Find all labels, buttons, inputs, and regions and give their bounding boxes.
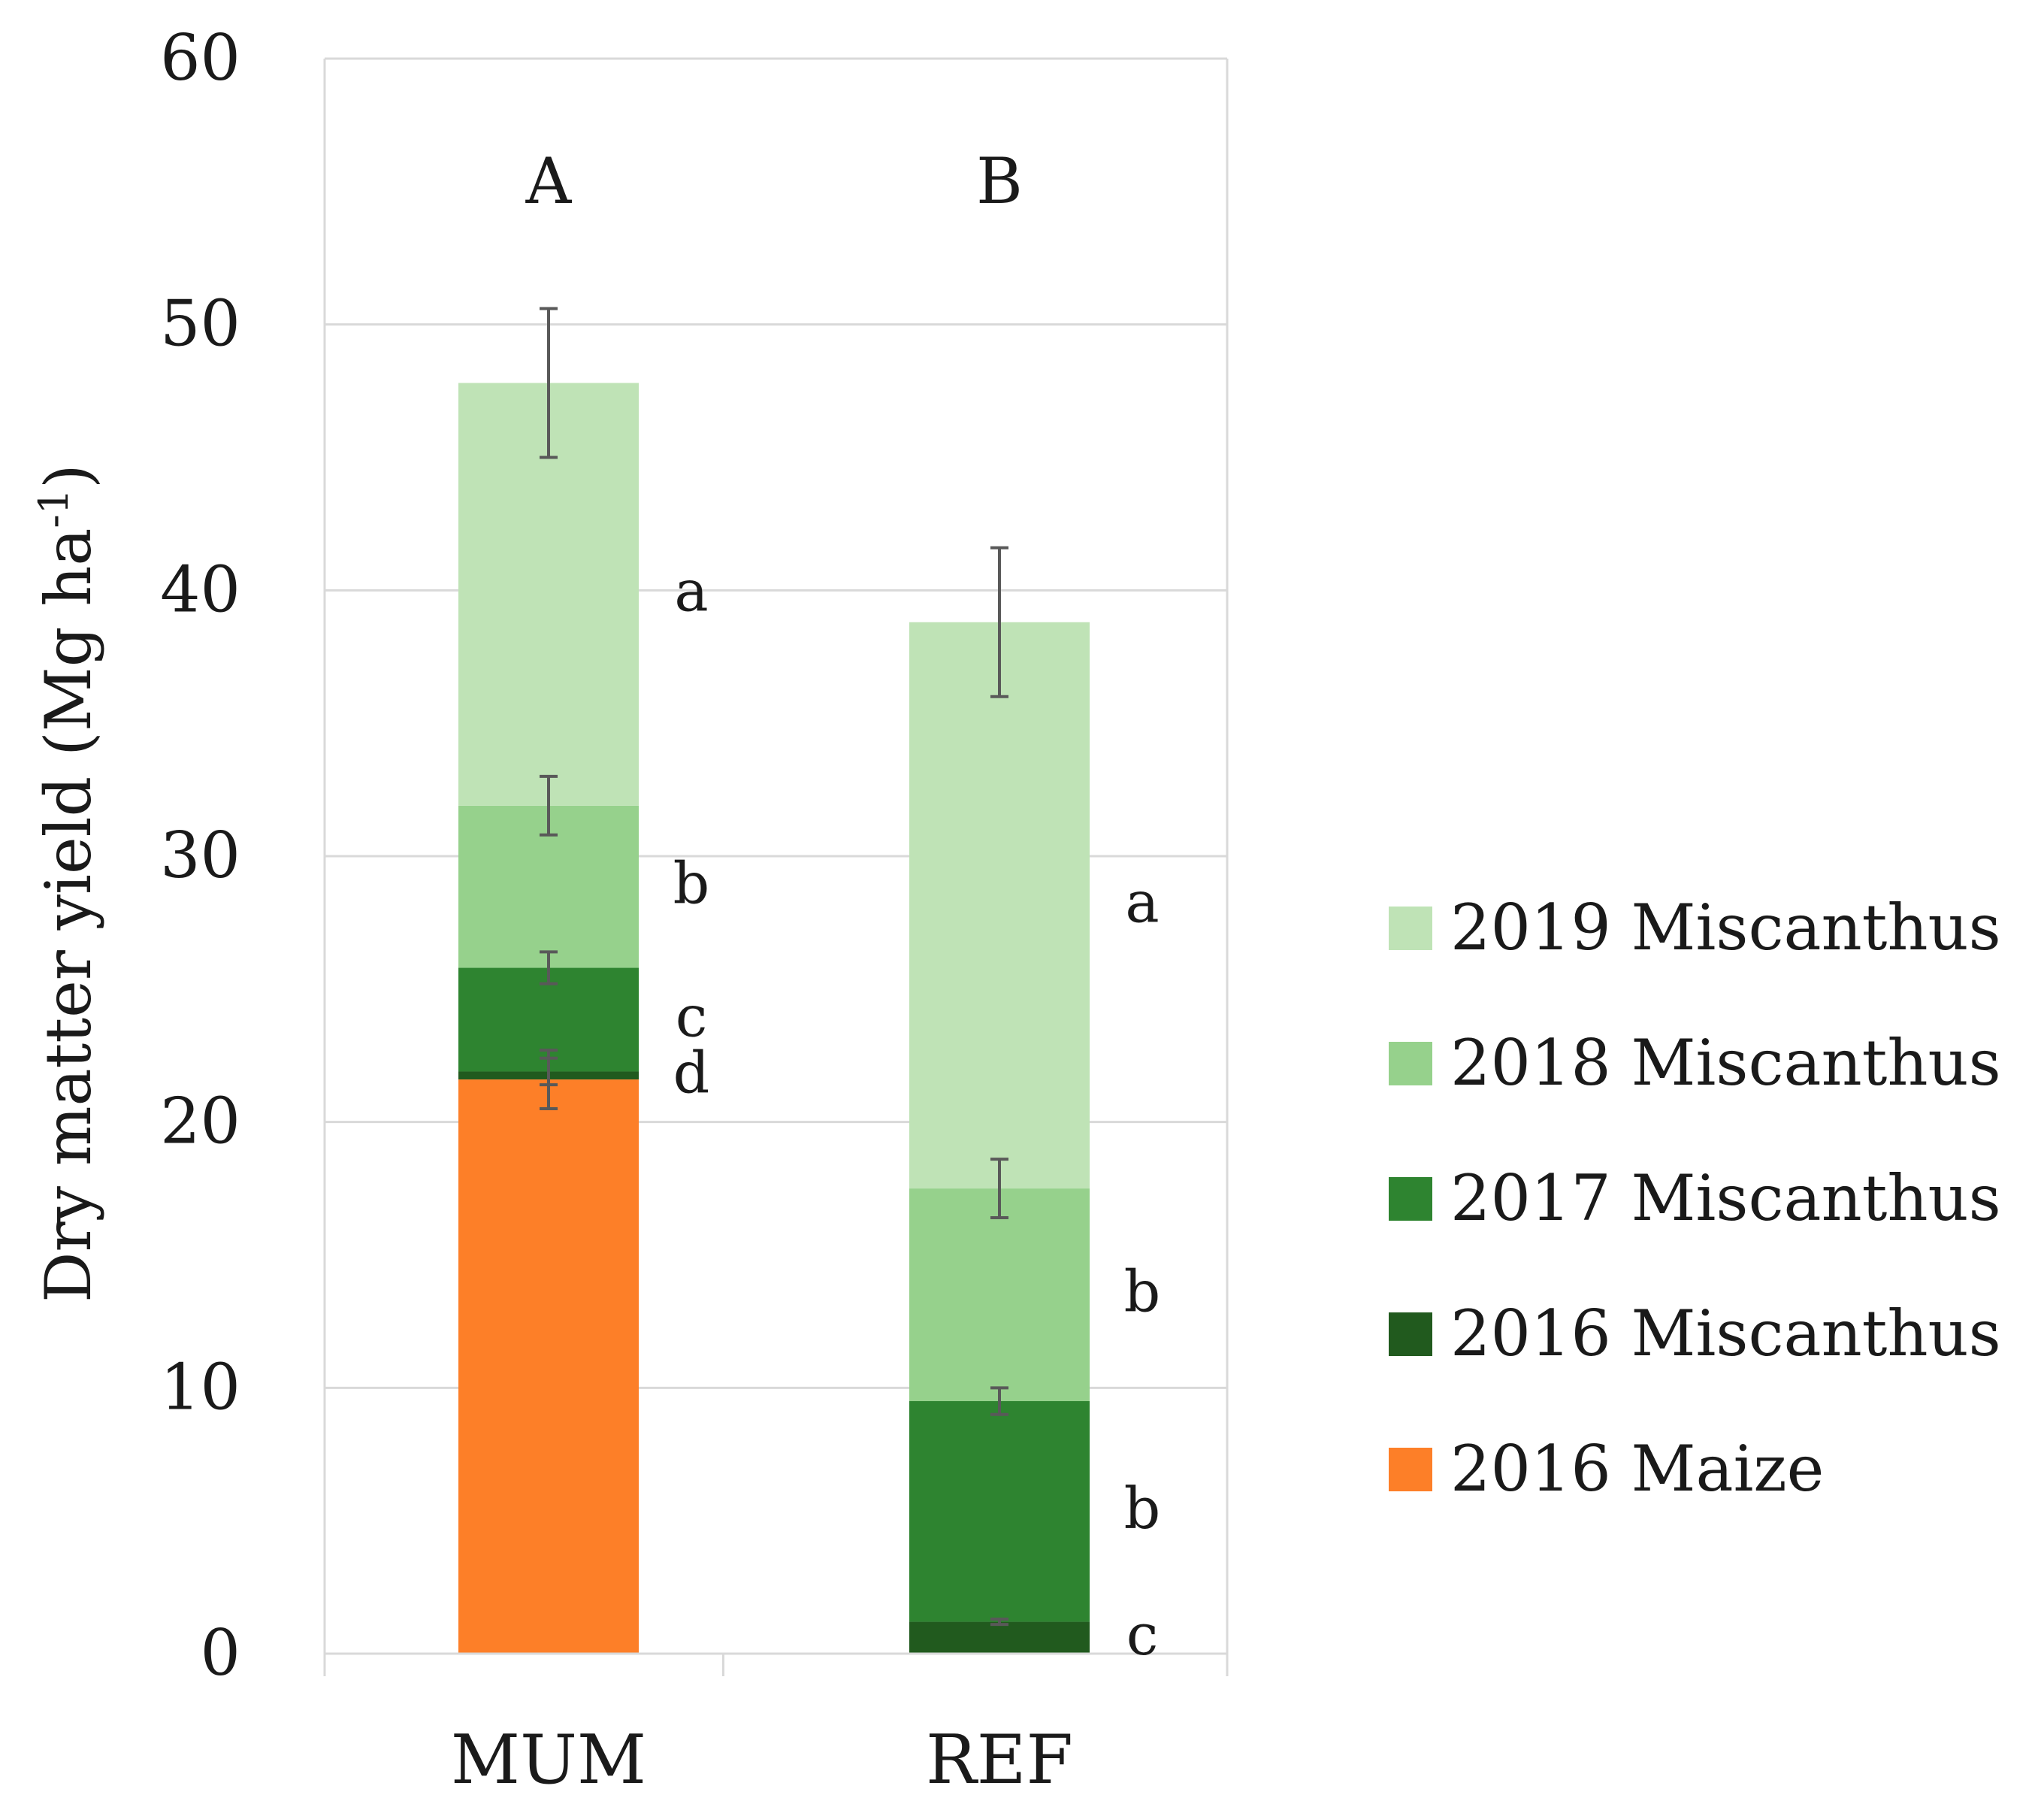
significance-letter: a	[1125, 868, 1159, 935]
y-tick-label: 40	[160, 552, 240, 626]
legend-item: 2018 Miscanthus	[1389, 1026, 2001, 1100]
bar-segment	[909, 1401, 1090, 1622]
bar-segment	[458, 1079, 639, 1654]
x-category-label: MUM	[451, 1721, 646, 1799]
legend-swatch	[1389, 1312, 1432, 1356]
error-bar	[540, 1056, 558, 1087]
group-letter: B	[976, 144, 1023, 218]
y-tick-label: 50	[160, 287, 240, 361]
error-bar	[990, 546, 1008, 698]
legend-label: 2017 Miscanthus	[1450, 1161, 2001, 1235]
error-bar	[990, 1386, 1008, 1416]
legend-label: 2016 Maize	[1450, 1432, 1824, 1506]
error-bar	[540, 307, 558, 459]
legend: 2019 Miscanthus 2018 Miscanthus 2017 Misca…	[1389, 891, 2001, 1506]
bar-segment	[909, 1621, 1090, 1654]
y-tick-label: 10	[160, 1350, 240, 1424]
x-category-label: REF	[926, 1721, 1073, 1799]
bar-segment	[909, 1188, 1090, 1402]
legend-label: 2019 Miscanthus	[1450, 891, 2001, 964]
axes	[323, 59, 1227, 1676]
significance-letter: a	[674, 558, 708, 625]
legend-item: 2016 Maize	[1389, 1432, 1824, 1506]
group-letter: A	[525, 144, 573, 218]
significance-letter: b	[1124, 1475, 1161, 1542]
y-tick-label: 60	[160, 21, 240, 95]
legend-item: 2019 Miscanthus	[1389, 891, 2001, 964]
error-bar	[540, 950, 558, 985]
legend-label: 2016 Miscanthus	[1450, 1297, 2001, 1370]
bar-segment	[909, 622, 1090, 1189]
legend-item: 2017 Miscanthus	[1389, 1161, 2001, 1235]
legend-item: 2016 Miscanthus	[1389, 1297, 2001, 1370]
y-tick-label: 30	[160, 819, 240, 892]
significance-letter: c	[676, 983, 708, 1050]
error-bar	[990, 1618, 1008, 1627]
legend-label: 2018 Miscanthus	[1450, 1026, 2001, 1100]
error-bar	[540, 774, 558, 837]
bars	[458, 307, 1090, 1654]
legend-swatch	[1389, 1177, 1432, 1221]
y-tick-label: 20	[160, 1085, 240, 1158]
legend-swatch	[1389, 1448, 1432, 1491]
y-axis-title: Dry matter yield (Mg ha-1)	[30, 464, 105, 1303]
significance-letter: b	[673, 850, 710, 917]
significance-letter: b	[1124, 1258, 1161, 1325]
legend-swatch	[1389, 907, 1432, 950]
legend-swatch	[1389, 1042, 1432, 1085]
significance-letter: c	[1126, 1601, 1159, 1668]
y-tick-label: 0	[201, 1616, 240, 1690]
significance-letter: d	[673, 1039, 710, 1106]
error-bar	[990, 1158, 1008, 1219]
